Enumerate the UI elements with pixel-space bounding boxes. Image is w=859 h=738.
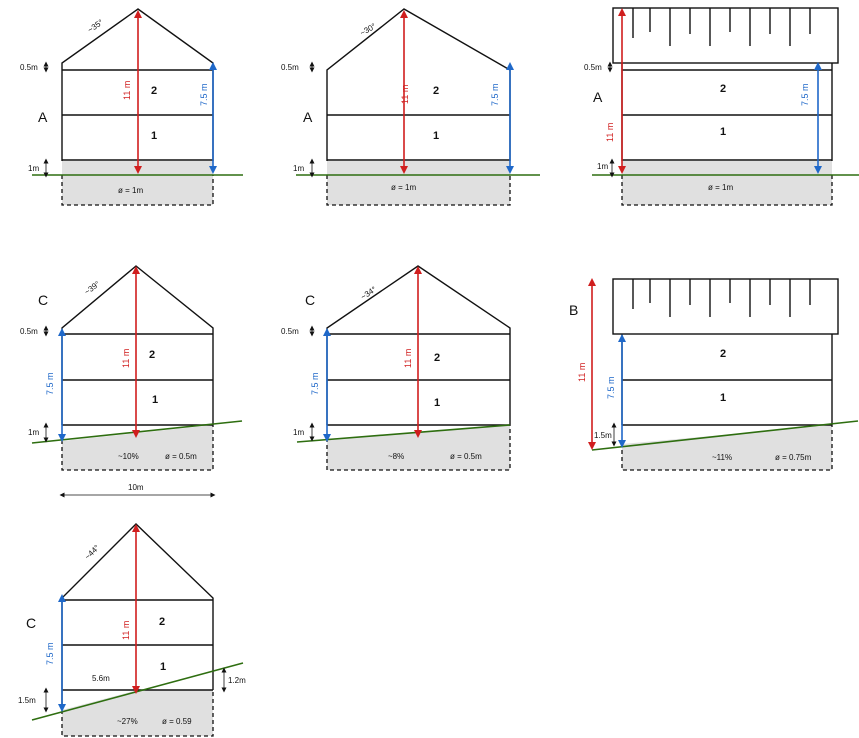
basement-outline	[621, 425, 833, 471]
diameter-label: ø = 1m	[118, 186, 143, 195]
roof-angle-label: ~44°	[83, 543, 101, 561]
basement-outline	[621, 175, 833, 206]
eave-height-label: 7.5 m	[490, 83, 500, 106]
basement-fill	[622, 161, 832, 205]
panel-1: 0.5m 1m A ~35° 11 m 7.5 m 2 1 ø = 1m	[20, 8, 243, 206]
roof-teeth	[632, 8, 811, 46]
building-outline	[326, 8, 511, 161]
panel-3: 0.5m 1m A 11 m 7.5 m 2 1 ø = 1m	[584, 7, 859, 206]
floor-label: 1	[152, 394, 158, 406]
zone-label: C	[26, 615, 36, 631]
eave-step-label: 0.5m	[20, 327, 38, 336]
base-step-label: 1m	[28, 164, 39, 173]
roof-angle-label: ~35°	[86, 18, 105, 35]
floor-label: 1	[434, 397, 440, 409]
diameter-label: ø = 0.5m	[165, 452, 197, 461]
floor-label: 2	[149, 349, 155, 361]
total-height-label: 11 m	[400, 85, 410, 104]
floor-label: 2	[151, 85, 157, 97]
eave-step-label: 0.5m	[281, 63, 299, 72]
zone-label: A	[303, 109, 313, 125]
building-outline	[61, 523, 214, 710]
basement-outline	[326, 425, 511, 471]
floor-label: 1	[720, 392, 726, 404]
eave-height-label: 7.5 m	[45, 372, 55, 395]
panel-4: 0.5m 1m C ~39° 11 m 7.5 m 2 1 ~10% ø = 0…	[20, 265, 243, 498]
total-height-label: 11 m	[122, 81, 132, 100]
panel-2: 0.5m 1m A ~30° 11 m 7.5 m 2 1 ø = 1m	[281, 8, 540, 206]
diameter-label: ø = 0.75m	[775, 453, 812, 462]
eave-height-label: 7.5 m	[606, 376, 616, 399]
floor-label: 2	[434, 352, 440, 364]
base-step-label: 1m	[293, 428, 304, 437]
eave-height-label: 7.5 m	[199, 83, 209, 106]
slope-label: ~10%	[118, 452, 139, 461]
ground-line	[296, 424, 511, 443]
zone-label: A	[593, 89, 603, 105]
eave-height-label: 7.5 m	[45, 642, 55, 665]
floor-label: 1	[160, 661, 166, 673]
slope-label: ~8%	[388, 452, 404, 461]
zone-label: C	[305, 292, 315, 308]
floor-label: 1	[151, 130, 157, 142]
eave-step-label: 0.5m	[584, 63, 602, 72]
flat-roof-block	[612, 7, 839, 64]
zone-label: A	[38, 109, 48, 125]
total-height-label: 11 m	[577, 363, 587, 382]
right-step-label: 1.2m	[228, 676, 246, 685]
basement-fill	[62, 690, 213, 736]
zone-label: C	[38, 292, 48, 308]
basement-outline	[61, 425, 214, 471]
flat-roof-block	[612, 278, 839, 335]
basement-outline	[61, 175, 214, 206]
total-height-label: 11 m	[121, 621, 131, 640]
base-step-label: 1m	[293, 164, 304, 173]
zone-label: B	[569, 302, 578, 318]
ground-line	[591, 420, 859, 451]
eave-height-label: 7.5 m	[310, 372, 320, 395]
base-step-label: 1.5m	[594, 431, 612, 440]
panel-5: 0.5m 1m C ~34° 11 m 7.5 m 2 1 ~8% ø = 0.…	[281, 265, 511, 471]
floor-label: 1	[720, 126, 726, 138]
basement-outline	[326, 175, 511, 206]
total-height-label: 11 m	[121, 349, 131, 368]
floor-label: 2	[159, 616, 165, 628]
diameter-label: ø = 1m	[708, 183, 733, 192]
basement-fill	[622, 425, 832, 470]
diameter-label: ø = 1m	[391, 183, 416, 192]
width-label: 10m	[128, 483, 144, 492]
total-height-label: 11 m	[403, 349, 413, 368]
diameter-label: ø = 0.5m	[450, 452, 482, 461]
floor-label: 2	[433, 85, 439, 97]
eave-step-label: 0.5m	[281, 327, 299, 336]
basement-outline	[61, 690, 214, 737]
eave-step-label: 0.5m	[20, 63, 38, 72]
panel-6: 1.5m B 11 m 7.5 m 2 1 ~11% ø = 0.75m	[569, 278, 859, 471]
roof-teeth	[632, 279, 811, 317]
roof-angle-label: ~39°	[83, 279, 102, 296]
diameter-label: ø = 0.59	[162, 717, 192, 726]
basement-fill	[327, 161, 510, 205]
eave-height-label: 7.5 m	[800, 83, 810, 106]
base-step-label: 1m	[597, 162, 608, 171]
roof-angle-label: ~30°	[359, 22, 378, 38]
floor-label: 1	[433, 130, 439, 142]
base-step-label: 1.5m	[18, 696, 36, 705]
slope-label: ~27%	[117, 717, 138, 726]
total-height-label: 11 m	[605, 123, 615, 142]
panel-7: 1.5m 1.2m 5.6m C ~44° 11 m 7.5 m 2 1 ~27…	[18, 523, 246, 737]
building-walls	[621, 63, 833, 161]
base-step-label: 1m	[28, 428, 39, 437]
floor-label: 2	[720, 83, 726, 95]
floor-label: 2	[720, 348, 726, 360]
slope-label: ~11%	[712, 453, 732, 462]
basement-fill	[62, 425, 213, 470]
inner-width-label: 5.6m	[92, 674, 110, 683]
